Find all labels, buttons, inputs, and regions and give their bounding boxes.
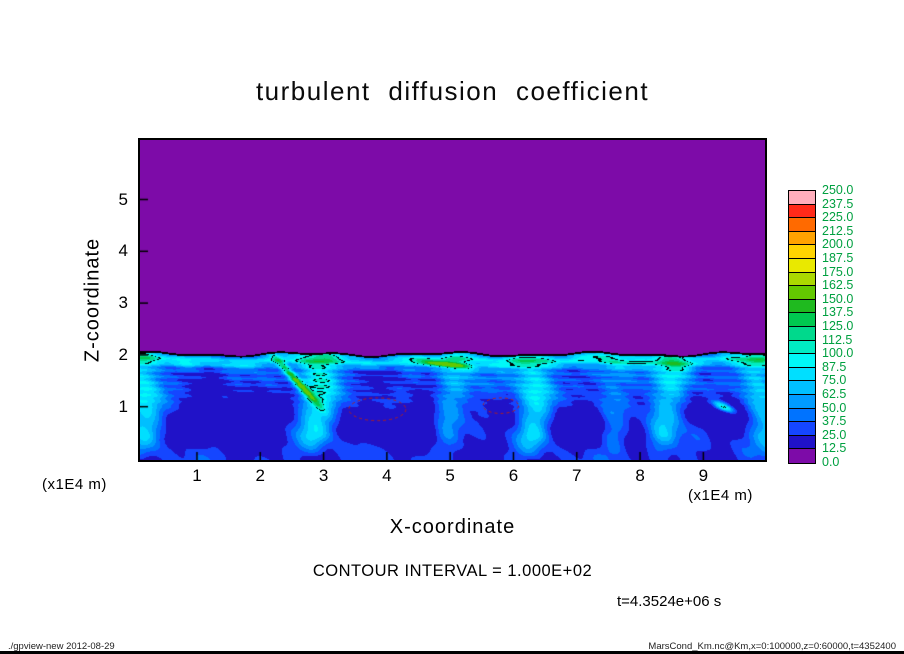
- colorbar-label: 212.5: [822, 223, 854, 238]
- colorbar-cell: [789, 408, 815, 423]
- x-tick-label: 4: [382, 466, 392, 485]
- time-label: t=4.3524e+06 s: [617, 593, 722, 610]
- colorbar-label: 0.0: [822, 455, 840, 469]
- colorbar-cell: [789, 231, 815, 246]
- colorbar-cell: [789, 367, 815, 382]
- footer-right: MarsCond_Km.nc@Km,x=0:100000,z=0:60000,t…: [648, 641, 896, 652]
- colorbar-cell: [789, 449, 815, 463]
- y-tick-label: 4: [118, 241, 128, 261]
- colorbar-label: 25.0: [822, 427, 847, 442]
- colorbar-label: 62.5: [822, 387, 847, 401]
- y-axis-unit-label: (x1E4 m): [42, 476, 107, 493]
- colorbar-label: 37.5: [822, 414, 847, 429]
- colorbar-label: 75.0: [822, 373, 847, 388]
- colorbar-cells: [789, 191, 815, 463]
- colorbar-label: 250.0: [822, 183, 854, 197]
- colorbar-label: 162.5: [822, 278, 854, 293]
- colorbar-label: 237.5: [822, 196, 854, 211]
- colorbar-cell: [789, 272, 815, 287]
- x-axis-title: X-coordinate: [389, 516, 516, 538]
- colorbar-cell: [789, 326, 815, 341]
- y-tick-label: 2: [118, 344, 128, 364]
- colorbar-label: 225.0: [822, 210, 854, 225]
- colorbar-cell: [789, 394, 815, 409]
- x-tick-label: 9: [698, 466, 709, 485]
- colorbar-cell: [789, 340, 815, 355]
- colorbar-label: 200.0: [822, 237, 854, 252]
- colorbar-cell: [789, 286, 815, 300]
- x-tick-label: 3: [318, 466, 329, 485]
- y-tick-label: 1: [118, 396, 128, 416]
- colorbar-cell: [789, 204, 815, 219]
- colorbar-labels: 250.0 237.5 225.0 212.5 200.0 187.5 175.0 162.5…: [822, 183, 882, 469]
- colorbar-cell: [789, 435, 815, 450]
- colorbar-label: 112.5: [822, 332, 853, 347]
- colorbar-cell: [789, 354, 815, 368]
- x-tick-label: 6: [508, 466, 519, 485]
- x-tick-label: 7: [572, 466, 582, 485]
- x-axis-unit-label: (x1E4 m): [688, 487, 753, 504]
- x-tick-label: 1: [192, 466, 202, 485]
- bottom-bar: [0, 651, 904, 654]
- colorbar-label: 100.0: [822, 346, 854, 361]
- x-tick-label: 2: [255, 466, 265, 485]
- footer-left: ./gpview-new 2012-08-29: [8, 641, 115, 652]
- colorbar-label: 137.5: [822, 305, 854, 320]
- y-tick-label: 5: [118, 189, 128, 209]
- colorbar-label: 175.0: [822, 264, 854, 279]
- colorbar-cell: [789, 258, 815, 273]
- colorbar-label: 187.5: [822, 251, 854, 265]
- colorbar-cell: [789, 381, 815, 395]
- colorbar-cell: [789, 245, 815, 259]
- colorbar-cell: [789, 299, 815, 314]
- colorbar-label: 12.5: [822, 441, 847, 456]
- y-tick-label: 3: [118, 293, 128, 313]
- x-tick-label: 5: [445, 466, 455, 485]
- plot-title: turbulent diffusion coefficient: [255, 76, 650, 106]
- x-tick-label: 8: [635, 466, 645, 485]
- colorbar-cell: [789, 218, 815, 232]
- contour-plot: [138, 138, 767, 462]
- colorbar-label: 50.0: [822, 400, 847, 415]
- colorbar-cell: [789, 191, 815, 205]
- colorbar: [788, 190, 816, 464]
- colorbar-label: 125.0: [822, 319, 854, 333]
- colorbar-label: 87.5: [822, 359, 847, 374]
- colorbar-label: 150.0: [822, 291, 854, 306]
- colorbar-cell: [789, 422, 815, 436]
- colorbar-cell: [789, 313, 815, 327]
- contour-interval-note: CONTOUR INTERVAL = 1.000E+02: [312, 562, 593, 580]
